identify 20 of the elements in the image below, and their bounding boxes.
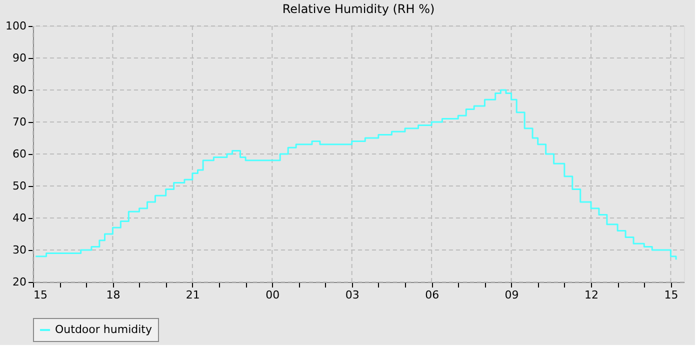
y-tick-label: 100 <box>6 20 26 32</box>
y-tick-label: 40 <box>12 212 26 224</box>
y-tick-label: 30 <box>12 244 26 256</box>
y-tick-label: 50 <box>12 180 26 192</box>
y-tick-label: 70 <box>12 116 26 128</box>
x-tick-label: 03 <box>345 288 360 302</box>
chart-title: Relative Humidity (RH %) <box>282 2 435 16</box>
legend-label: Outdoor humidity <box>55 323 152 336</box>
y-tick-label: 20 <box>12 276 26 288</box>
x-tick-label: 18 <box>106 288 120 302</box>
x-tick-label: 09 <box>504 288 519 302</box>
y-tick-label: 80 <box>12 84 26 96</box>
x-tick-label: 06 <box>425 288 440 302</box>
y-tick-label: 90 <box>12 52 26 64</box>
x-tick-label: 15 <box>664 288 678 302</box>
x-tick-label: 12 <box>584 288 598 302</box>
x-tick-label: 15 <box>34 288 48 302</box>
y-tick-label: 60 <box>12 148 26 160</box>
x-tick-label: 00 <box>266 288 280 302</box>
x-tick-label: 21 <box>186 288 200 302</box>
